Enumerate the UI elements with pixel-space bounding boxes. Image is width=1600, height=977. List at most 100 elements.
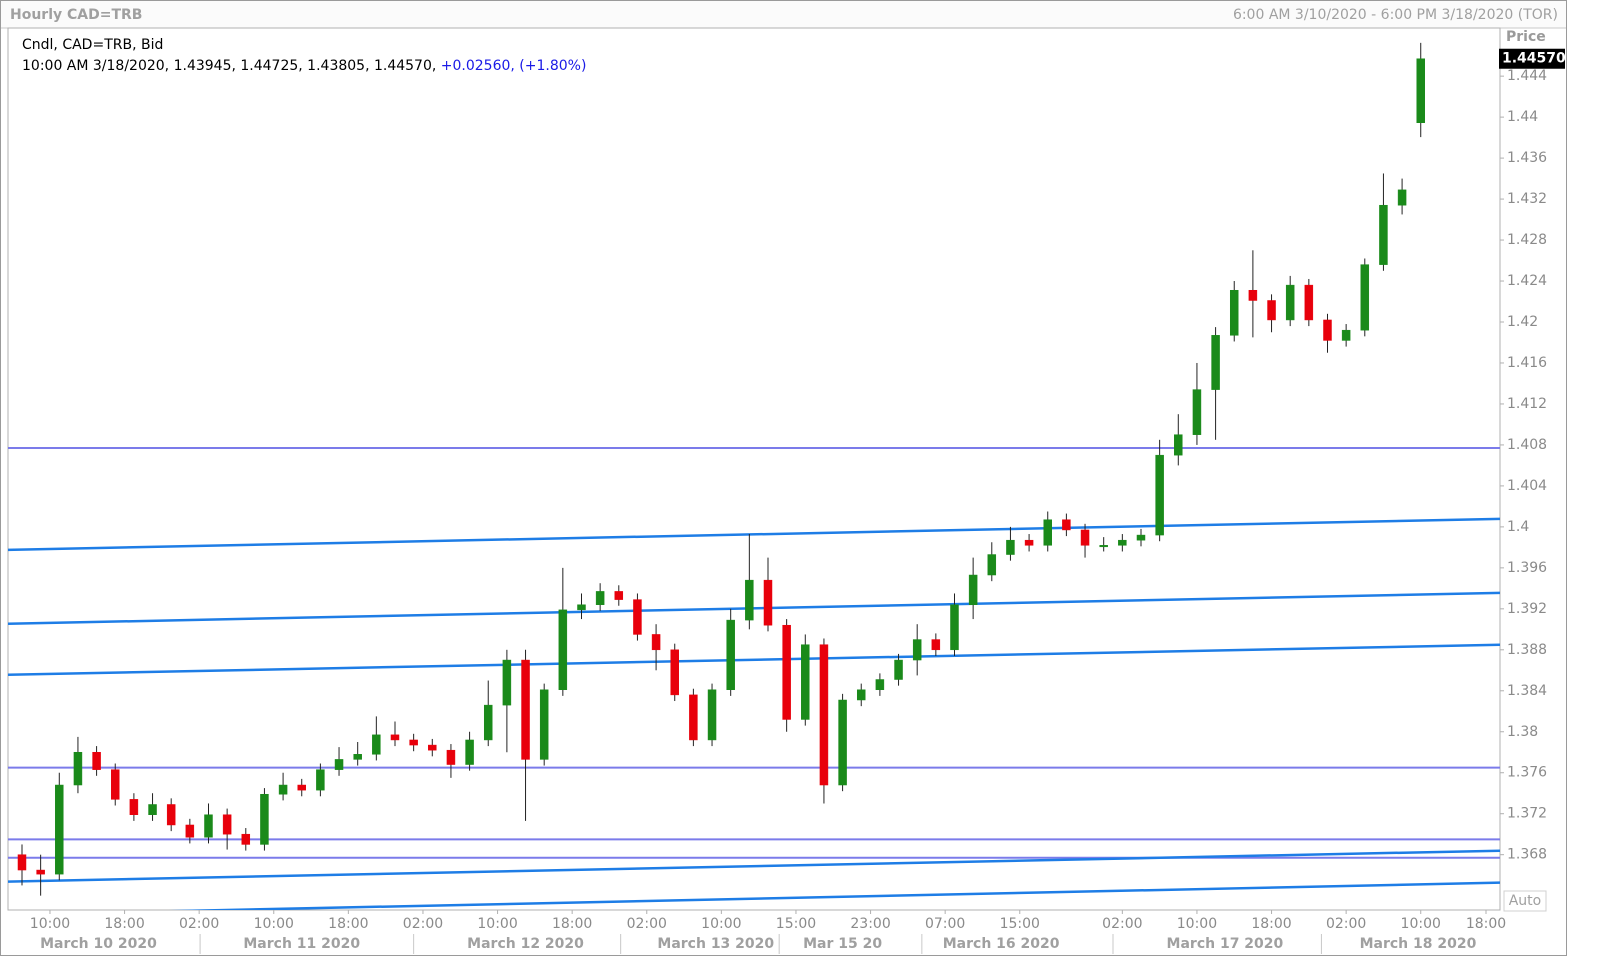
y-tick-label: 1.4	[1507, 519, 1529, 535]
candle-body	[390, 734, 400, 741]
x-tick-label: 18:00	[328, 916, 368, 932]
trend-line	[8, 517, 1500, 552]
date-label: March 13 2020	[657, 936, 774, 952]
candle-body	[577, 604, 586, 611]
x-tick-label: 18:00	[104, 916, 144, 932]
legend-change: +0.02560, (+1.80%)	[441, 58, 587, 74]
candle-body	[92, 751, 101, 770]
y-tick-label: 1.368	[1507, 847, 1547, 863]
candles-layer	[17, 42, 1425, 896]
header-bar	[1, 1, 1566, 28]
y-tick-label: 1.412	[1507, 396, 1547, 412]
trend-line	[169, 881, 1500, 910]
legend-line: Cndl, CAD=TRB, Bid	[22, 37, 163, 53]
candle-body	[1174, 434, 1183, 456]
candle-body	[651, 634, 661, 651]
candle-body	[745, 579, 754, 621]
candle-body	[1024, 539, 1034, 546]
y-tick-label: 1.44	[1507, 109, 1538, 125]
candle-body	[185, 824, 195, 838]
y-tick-label: 1.372	[1507, 806, 1547, 822]
candle-body	[1136, 534, 1146, 541]
candle-body	[1229, 289, 1239, 336]
y-tick-label: 1.424	[1507, 273, 1547, 289]
y-axis-label: Price	[1506, 29, 1546, 45]
trend-line	[8, 849, 1500, 883]
x-tick-label: 10:00	[30, 916, 70, 932]
frame	[0, 0, 1567, 956]
candle-body	[912, 639, 922, 661]
candle-body	[1397, 189, 1407, 206]
y-tick-label: 1.444	[1507, 68, 1547, 84]
candle-body	[894, 659, 903, 680]
candle-body	[316, 769, 325, 791]
candle-body	[502, 659, 512, 706]
candle-body	[1323, 319, 1332, 341]
candle-body	[446, 749, 456, 765]
candle-body	[55, 784, 64, 875]
candle-body	[931, 639, 941, 651]
candle-body	[763, 579, 773, 626]
x-tick-label: 02:00	[403, 916, 443, 932]
candle-body	[595, 591, 605, 605]
x-tick-label: 10:00	[1177, 916, 1217, 932]
y-tick-label: 1.404	[1507, 478, 1547, 494]
candle-body	[1304, 284, 1314, 321]
x-tick-label: 18:00	[552, 916, 592, 932]
x-tick-label: 02:00	[1326, 916, 1366, 932]
candle-body	[1080, 529, 1090, 546]
candle-body	[353, 754, 362, 760]
chart-title: Hourly CAD=TRB	[10, 7, 142, 23]
candle-body	[987, 554, 997, 576]
last-price-box	[1499, 48, 1565, 69]
candle-body	[148, 804, 157, 815]
date-label: Mar 15 20	[803, 936, 882, 952]
last-price-label: 1.44570	[1502, 51, 1566, 67]
plot-border	[7, 27, 1501, 911]
x-tick-label: 10:00	[254, 916, 294, 932]
candle-body	[968, 574, 978, 605]
candle-body	[1043, 519, 1052, 546]
y-tick-label: 1.396	[1507, 560, 1547, 576]
y-tick-label: 1.428	[1507, 232, 1547, 248]
candle-body	[1155, 454, 1164, 536]
candle-body	[1099, 545, 1108, 548]
x-tick-label: 02:00	[1102, 916, 1142, 932]
legend-ohlc: 10:00 AM 3/18/2020, 1.43945, 1.44725, 1.…	[22, 58, 586, 74]
candle-body	[297, 784, 306, 791]
candle-body	[726, 619, 735, 691]
y-tick-label: 1.388	[1507, 642, 1547, 658]
scale-mode-box	[1503, 890, 1547, 912]
candle-body	[334, 759, 344, 770]
lines-layer	[8, 447, 1500, 910]
candle-body	[1285, 284, 1295, 321]
candle-body	[539, 689, 549, 760]
y-tick-label: 1.384	[1507, 683, 1547, 699]
candle-body	[1248, 289, 1258, 301]
candle-body	[17, 854, 27, 871]
candle-body	[241, 833, 251, 845]
y-tick-label: 1.432	[1507, 191, 1547, 207]
candle-body	[222, 814, 232, 835]
chart-subtitle: 6:00 AM 3/10/2020 - 6:00 PM 3/18/2020 (T…	[1233, 7, 1558, 23]
candle-body	[1192, 389, 1202, 435]
candle-body	[875, 679, 885, 691]
x-tick-label: 07:00	[925, 916, 965, 932]
candle-body	[1006, 539, 1015, 555]
y-tick-label: 1.38	[1507, 724, 1538, 740]
scale-mode: Auto	[1509, 893, 1542, 909]
x-tick-label: 15:00	[776, 916, 816, 932]
candle-body	[260, 793, 269, 845]
y-tick-label: 1.392	[1507, 601, 1547, 617]
y-tick-label: 1.416	[1507, 355, 1547, 371]
candle-body	[1211, 335, 1220, 390]
y-tick-label: 1.408	[1507, 437, 1547, 453]
candle-body	[1062, 519, 1071, 531]
trend-line	[8, 591, 1500, 626]
candle-body	[36, 869, 45, 875]
candle-body	[409, 739, 418, 746]
candle-body	[483, 704, 493, 741]
date-label: March 12 2020	[467, 936, 584, 952]
candle-body	[278, 784, 288, 795]
candle-body	[819, 644, 829, 786]
